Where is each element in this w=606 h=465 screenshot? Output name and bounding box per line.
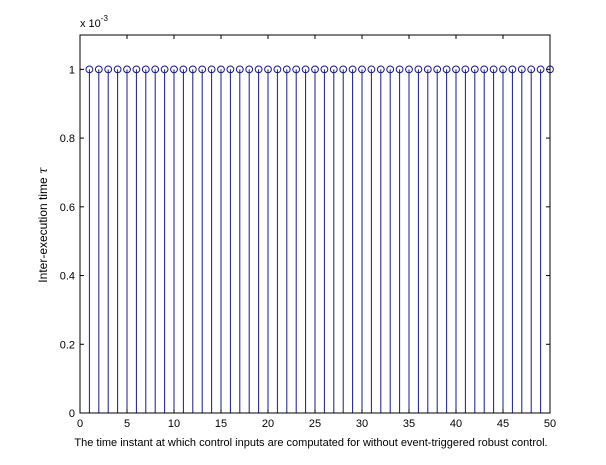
- stem-marker: [245, 65, 254, 74]
- stem-marker: [395, 65, 404, 74]
- y-tick-label: 0.4: [60, 271, 75, 283]
- stem-marker: [358, 65, 366, 74]
- stem-marker: [273, 65, 282, 74]
- stem-marker: [282, 65, 291, 74]
- y-tick-label: 0.6: [60, 202, 75, 214]
- x-tick-label: 50: [544, 418, 556, 430]
- stem-marker: [367, 65, 376, 74]
- stem-marker: [480, 65, 489, 74]
- stem-marker: [489, 65, 498, 74]
- stem-marker: [104, 65, 113, 74]
- stem-marker: [207, 65, 216, 74]
- x-tick-label: 25: [309, 418, 321, 430]
- stem-marker: [160, 65, 169, 74]
- stem-marker: [517, 65, 526, 74]
- stem-marker: [113, 65, 122, 74]
- y-tick-label: 0.8: [60, 133, 75, 145]
- y-axis-label: Inter-execution time τ: [36, 167, 50, 283]
- stem-marker: [141, 65, 150, 74]
- stem-marker: [292, 65, 301, 74]
- y-axis-ticks: 0 0.2 0.4 0.6 0.8 1: [60, 64, 550, 420]
- y-tick-label: 0.2: [60, 339, 75, 351]
- stem-marker: [301, 65, 310, 74]
- stem-marker: [85, 65, 94, 74]
- stem-marker: [508, 65, 517, 74]
- y-tick-label: 0: [69, 408, 75, 420]
- x-axis-ticks: 0 5 10 15 20 25 30 35 40 45 50: [77, 35, 556, 430]
- stem-marker: [376, 65, 385, 74]
- stem-marker: [226, 65, 235, 74]
- stem-marker: [254, 65, 263, 74]
- stem-marker: [423, 65, 432, 74]
- stem-marker: [264, 65, 272, 74]
- stem-marker: [179, 65, 188, 74]
- stem-marker: [94, 65, 103, 74]
- x-tick-label: 30: [356, 418, 368, 430]
- y-exponent-power: -3: [101, 14, 109, 23]
- stem-marker: [442, 65, 451, 74]
- stem-marker: [536, 65, 545, 74]
- x-tick-label: 45: [497, 418, 509, 430]
- stem-marker: [405, 65, 413, 74]
- plot-layer: [85, 65, 554, 413]
- stem-marker: [433, 65, 442, 74]
- x-tick-label: 5: [124, 418, 130, 430]
- stem-marker: [348, 65, 357, 74]
- x-tick-label: 10: [168, 418, 180, 430]
- stem-marker: [461, 65, 470, 74]
- stem-marker: [311, 65, 319, 74]
- y-exponent-label: x 10-3: [80, 14, 108, 30]
- stem-marker: [414, 65, 423, 74]
- stem-marker: [198, 65, 207, 74]
- stem-marker: [132, 65, 141, 74]
- stem-marker: [235, 65, 244, 74]
- stem-marker: [170, 65, 178, 74]
- stem-marker: [339, 65, 348, 74]
- x-axis-label: The time instant at which control inputs…: [74, 437, 547, 449]
- x-tick-label: 20: [262, 418, 274, 430]
- x-tick-label: 15: [215, 418, 227, 430]
- x-tick-label: 0: [77, 418, 83, 430]
- y-axis-label-symbol: τ: [36, 167, 50, 174]
- stem-marker: [217, 65, 225, 74]
- stem-marker: [527, 65, 536, 74]
- y-tick-label: 1: [69, 64, 75, 76]
- stem-marker: [151, 65, 160, 74]
- stem-marker: [386, 65, 395, 74]
- stem-marker: [188, 65, 197, 74]
- stem-marker: [320, 65, 329, 74]
- stem-marker: [470, 65, 479, 74]
- x-tick-label: 40: [450, 418, 462, 430]
- y-exponent-base: x 10: [80, 18, 101, 30]
- stem-marker: [452, 65, 460, 74]
- stem-marker: [329, 65, 338, 74]
- x-tick-label: 35: [403, 418, 415, 430]
- y-axis-label-text: Inter-execution time: [36, 177, 50, 283]
- stem-marker: [499, 65, 507, 74]
- stem-marker: [123, 65, 131, 74]
